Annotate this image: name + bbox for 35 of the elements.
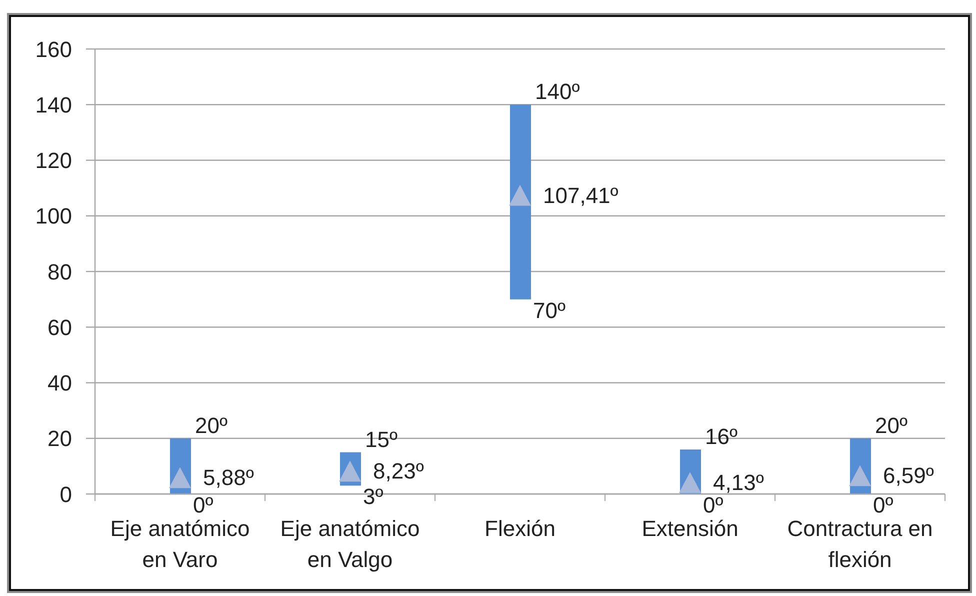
y-tick-label: 140	[35, 92, 72, 118]
data-label: 6,59º	[883, 463, 934, 488]
point	[508, 184, 532, 206]
annotation: 16º	[705, 424, 738, 449]
y-tick-label: 60	[48, 314, 72, 340]
y-tick-label: 0	[60, 482, 72, 507]
annotation: 140º	[535, 79, 580, 104]
annotation: 20º	[195, 412, 228, 438]
x-tick-label: Contractura en flexión	[787, 516, 933, 572]
x-tick-label: Flexión	[484, 516, 556, 540]
point	[338, 460, 362, 482]
point	[678, 472, 702, 494]
annotation: 20º	[875, 412, 908, 438]
point	[848, 465, 872, 486]
data-label: 107,41º	[543, 182, 618, 208]
data-label: 4,13º	[713, 470, 764, 496]
annotation: 0º	[193, 492, 214, 518]
annotation: 0º	[703, 492, 724, 518]
data-label: 8,23º	[373, 458, 424, 484]
bar	[510, 104, 531, 300]
annotation: 70º	[533, 298, 566, 323]
y-tick-label: 80	[48, 259, 72, 284]
x-tick-label: Eje anatómico en Valgo	[280, 516, 420, 572]
x-tick-label: Extensión	[642, 516, 738, 540]
y-tick-label: 20	[48, 426, 72, 452]
y-tick-label: 100	[35, 204, 72, 229]
point	[168, 467, 192, 488]
data-label: 5,88º	[203, 465, 254, 490]
annotation: 15º	[365, 426, 398, 452]
annotation: 3º	[363, 484, 384, 510]
y-tick-label: 40	[48, 370, 72, 396]
x-tick-label: Eje anatómico en Varo	[110, 516, 250, 572]
annotation: 0º	[873, 492, 894, 518]
y-tick-label: 120	[35, 148, 72, 174]
y-tick-label: 160	[35, 36, 72, 62]
